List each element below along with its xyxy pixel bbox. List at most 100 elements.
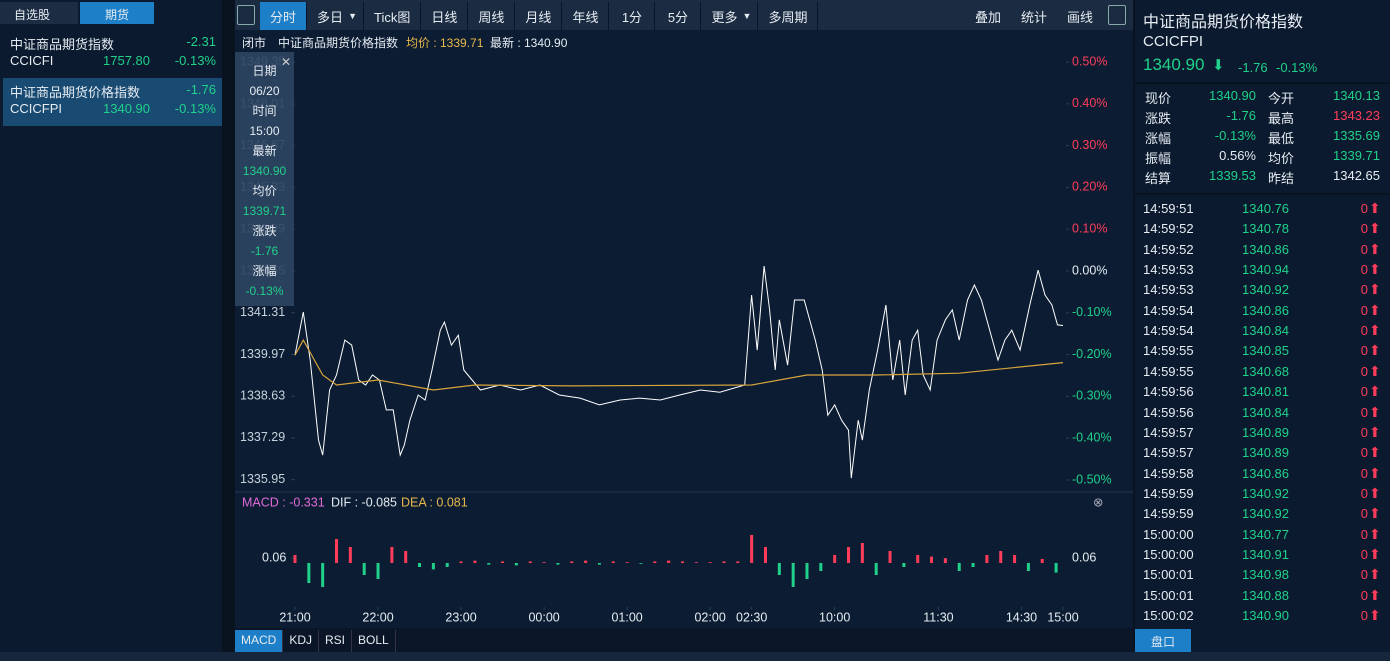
info-avg: 均价 : 1339.71 xyxy=(406,36,484,50)
tick-volume: 0 xyxy=(1360,384,1368,400)
tooltip-label: 涨跌 xyxy=(252,224,277,238)
macd-bar xyxy=(902,563,906,567)
toolbar-button[interactable]: 年线 xyxy=(562,2,610,30)
up-arrow: ⬆ xyxy=(1369,342,1381,359)
toolbar-button[interactable]: 月线 xyxy=(515,2,563,30)
macd-bar xyxy=(680,561,684,563)
y2-tick-label: -0.40% xyxy=(1072,430,1112,444)
toolbar-button[interactable]: 分时 xyxy=(260,2,308,30)
macd-bar xyxy=(556,563,560,565)
macd-bar xyxy=(418,563,422,567)
indicator-tab[interactable]: BOLL xyxy=(352,630,396,652)
tick-price: 1340.91 xyxy=(1242,546,1289,562)
macd-bar xyxy=(473,560,477,563)
tab-selfpick[interactable]: 自选股 xyxy=(0,2,78,24)
tick-price: 1340.68 xyxy=(1242,363,1289,379)
tooltip-close[interactable]: ✕ xyxy=(281,55,292,69)
tick-volume: 0 xyxy=(1360,546,1368,562)
toolbar-button[interactable]: 5分 xyxy=(655,2,702,30)
x-tick-label: 23:00 xyxy=(445,610,476,624)
tick-price: 1340.81 xyxy=(1242,384,1289,400)
x-tick-label: 14:30 xyxy=(1006,610,1037,624)
macd-annotation: DIF : -0.085 xyxy=(331,495,397,509)
up-arrow: ⬆ xyxy=(1369,545,1381,562)
tick-volume: 0 xyxy=(1360,485,1368,501)
tooltip-label: 涨幅 xyxy=(252,264,277,278)
macd-bar xyxy=(570,561,574,563)
x-tick-label: 10:00 xyxy=(819,610,850,624)
tick-volume: 0 xyxy=(1360,445,1368,461)
divider-line xyxy=(1135,193,1390,195)
tick-volume: 0 xyxy=(1360,201,1368,216)
toolbar-button[interactable]: Tick图 xyxy=(364,2,422,30)
macd-bar xyxy=(708,562,712,563)
tick-time: 15:00:00 xyxy=(1143,526,1194,542)
tick-volume: 0 xyxy=(1360,241,1368,257)
toolbar-button[interactable]: 周线 xyxy=(468,2,516,30)
quote-stat: -0.13% xyxy=(1214,128,1256,143)
quote-pct: -0.13% xyxy=(1276,60,1318,75)
indicator-tab[interactable]: MACD xyxy=(235,630,284,652)
divider-line xyxy=(1135,82,1390,84)
macd-y2-tick-label: 0.06 xyxy=(1072,550,1096,564)
macd-bar xyxy=(404,551,408,563)
tick-price: 1340.88 xyxy=(1242,587,1289,603)
macd-bar xyxy=(971,563,975,567)
macd-bar xyxy=(847,547,851,563)
y2-tick-label: -0.50% xyxy=(1072,472,1112,486)
panel-icon: ⊗ xyxy=(1093,495,1103,509)
tick-time: 14:59:59 xyxy=(1143,485,1194,501)
quote-stat: 涨幅 xyxy=(1145,131,1172,146)
quote-stat: 振幅 xyxy=(1145,151,1172,166)
macd-bar xyxy=(625,562,629,563)
tooltip-label: 日期 xyxy=(252,64,277,78)
toolbar-button[interactable]: 画线 xyxy=(1067,9,1094,25)
toolbar-button[interactable]: 更多 ▼ xyxy=(701,2,759,30)
quote-stat: 1343.23 xyxy=(1333,108,1380,123)
toolbar-button[interactable]: 1分 xyxy=(609,2,656,30)
up-arrow: ⬆ xyxy=(1369,403,1381,420)
indicator-tab[interactable]: RSI xyxy=(319,630,353,652)
tick-volume: 0 xyxy=(1360,587,1368,603)
up-arrow: ⬆ xyxy=(1369,281,1381,298)
y2-tick-label: 0.30% xyxy=(1072,138,1107,152)
quote-name: 中证商品期货价格指数 xyxy=(1143,14,1304,31)
watch-pct: -0.13% xyxy=(174,101,216,116)
quote-code: CCICFPI xyxy=(1143,33,1203,50)
indicator-tab[interactable]: KDJ xyxy=(283,630,320,652)
toolbar-button[interactable]: 多周期 xyxy=(758,2,819,30)
quote-stat: 1342.65 xyxy=(1333,168,1380,183)
tick-time: 15:00:01 xyxy=(1143,567,1194,583)
macd-annotation: DEA : 0.081 xyxy=(401,495,468,509)
quote-stat: 1339.71 xyxy=(1333,148,1380,163)
footer-button[interactable]: 盘口 xyxy=(1135,629,1191,652)
tick-volume: 0 xyxy=(1360,465,1368,481)
x-tick-label: 02:30 xyxy=(736,610,767,624)
x-tick-label: 21:00 xyxy=(279,610,310,624)
tick-volume: 0 xyxy=(1360,302,1368,318)
y2-tick-label: 0.10% xyxy=(1072,221,1107,235)
tick-time: 14:59:55 xyxy=(1143,363,1194,379)
tooltip-label: 时间 xyxy=(252,104,277,118)
toolbar-button[interactable]: 叠加 xyxy=(975,9,1002,25)
y2-tick-label: 0.50% xyxy=(1072,54,1107,68)
up-arrow: ⬆ xyxy=(1369,566,1381,583)
toolbar-button[interactable]: 统计 xyxy=(1021,9,1048,25)
toolbar-button[interactable]: 日线 xyxy=(421,2,469,30)
tick-price: 1340.86 xyxy=(1242,465,1289,481)
tooltip-value: 15:00 xyxy=(249,124,280,138)
macd-bar xyxy=(874,563,878,575)
tick-price: 1340.92 xyxy=(1242,506,1289,522)
x-tick-label: 02:00 xyxy=(694,610,725,624)
macd-bar xyxy=(736,561,740,563)
y-tick-label: 1335.95 xyxy=(240,472,285,486)
quote-stat: 1340.90 xyxy=(1209,88,1256,103)
y-tick-label: 1339.97 xyxy=(240,347,285,361)
tick-time: 14:59:53 xyxy=(1143,262,1194,278)
tooltip: ✕ 日期 06/20 时间 15:00 最新 1340.90 均价 1339.71 涨跌 -1.76… xyxy=(235,52,294,306)
toolbar-button[interactable]: 多日 ▼ xyxy=(307,2,365,30)
tick-price: 1340.98 xyxy=(1242,567,1289,583)
tab-futures[interactable]: 期货 xyxy=(80,2,154,24)
watch-item-active[interactable] xyxy=(3,78,222,126)
x-tick-label: 01:00 xyxy=(611,610,642,624)
